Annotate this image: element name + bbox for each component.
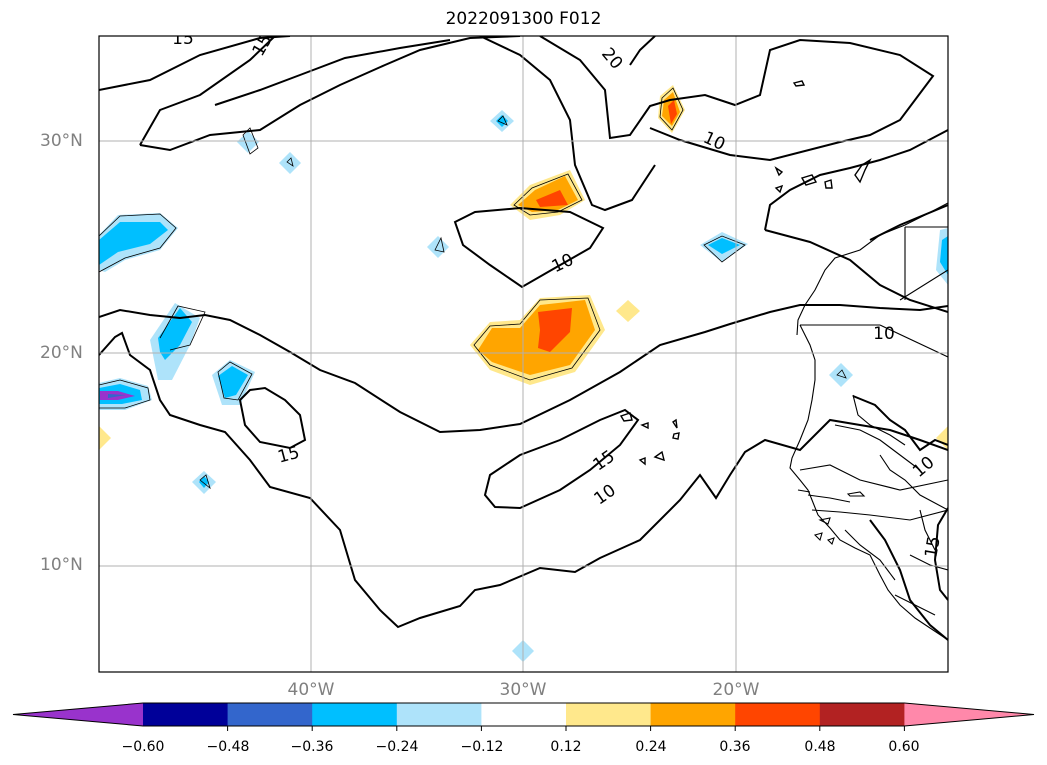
contour-label: 15 bbox=[276, 443, 302, 468]
colorbar-tick-label: −0.36 bbox=[290, 739, 334, 755]
contour-label: 10 bbox=[873, 324, 895, 344]
lon-label-40w: 40°W bbox=[287, 680, 335, 700]
colorbar-tick-label: 0.12 bbox=[550, 739, 582, 755]
plot-frame bbox=[98, 35, 949, 673]
graticule bbox=[99, 36, 948, 672]
coastlines bbox=[789, 202, 948, 641]
colorbar-tick-label: −0.24 bbox=[375, 739, 419, 755]
contour-label-group: 15 15 20 10 10 15 15 10 10 10 15 bbox=[172, 29, 945, 560]
colorbar bbox=[12, 702, 1035, 731]
colorbar-tick-label: 0.36 bbox=[719, 739, 751, 755]
colorbar-tick-label: 0.60 bbox=[888, 739, 920, 755]
contour-lines bbox=[99, 36, 948, 641]
colorbar-extend-high bbox=[904, 703, 1034, 726]
lat-label-10n: 10°N bbox=[40, 555, 83, 575]
colorbar-swatch bbox=[143, 703, 229, 726]
contour-label: 10 bbox=[909, 453, 938, 482]
contour-label: 15 bbox=[921, 535, 944, 560]
colorbar-extend-low bbox=[13, 703, 143, 726]
colorbar-tick-label: −0.60 bbox=[121, 739, 165, 755]
colorbar-swatch bbox=[566, 703, 652, 726]
colorbar-tick-label: −0.12 bbox=[460, 739, 504, 755]
contour-label: 15 bbox=[172, 29, 194, 49]
colorbar-tick-label: 0.24 bbox=[635, 739, 667, 755]
lat-label-30n: 30°N bbox=[40, 131, 83, 151]
lat-label-20n: 20°N bbox=[40, 343, 83, 363]
lon-label-30w: 30°W bbox=[499, 680, 547, 700]
colorbar-swatch bbox=[396, 703, 482, 726]
colorbar-tick-label: −0.48 bbox=[206, 739, 250, 755]
map-plot-area: 15 15 20 10 10 15 15 10 10 10 15 bbox=[99, 29, 948, 672]
colorbar-swatch bbox=[735, 703, 821, 726]
contour-label: 10 bbox=[591, 481, 620, 510]
colorbar-outline bbox=[12, 702, 1035, 727]
small-contour-blobs bbox=[619, 80, 872, 466]
colorbar-swatch bbox=[481, 703, 567, 726]
colorbar-swatch bbox=[650, 703, 736, 726]
lon-label-20w: 20°W bbox=[712, 680, 760, 700]
contour-label: 10 bbox=[549, 250, 577, 277]
map-title: 2022091300 F012 bbox=[445, 9, 602, 29]
colorbar-swatch bbox=[312, 703, 398, 726]
colorbar-swatch bbox=[819, 703, 905, 726]
contour-label: 10 bbox=[700, 128, 728, 155]
colorbar-tick-label: 0.48 bbox=[804, 739, 836, 755]
colorbar-swatch bbox=[227, 703, 313, 726]
contour-label: 20 bbox=[597, 44, 626, 73]
